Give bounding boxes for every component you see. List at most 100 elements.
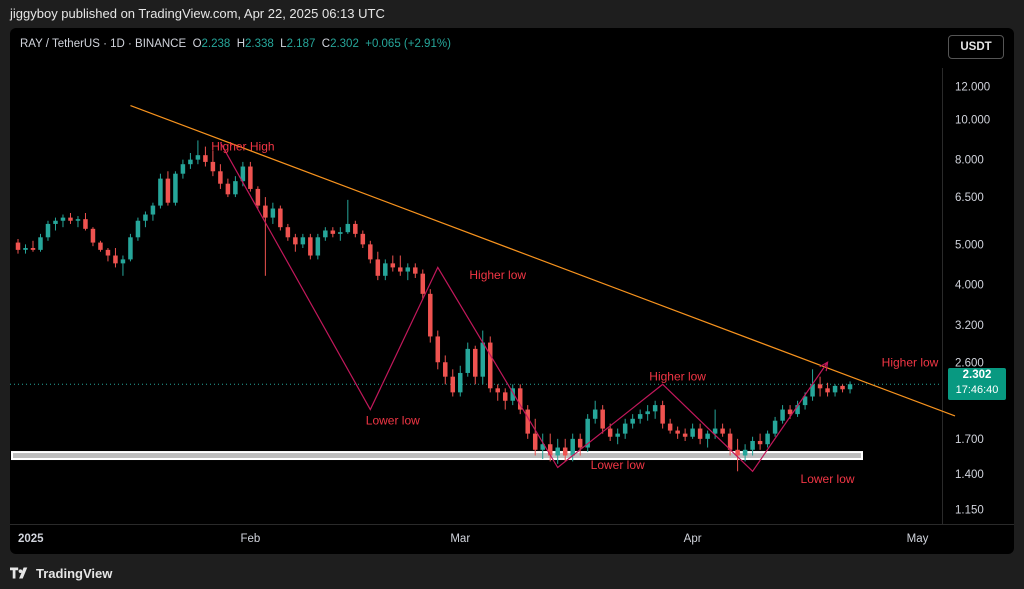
descending-trendline: [130, 104, 956, 417]
candle-body: [375, 259, 381, 276]
candle-body: [218, 171, 223, 184]
zigzag-pattern: [219, 142, 829, 473]
candle-body: [278, 208, 283, 228]
candle-body: [787, 409, 793, 415]
candle-body: [90, 228, 96, 243]
candle-body: [765, 433, 770, 445]
current-price-value: 2.302: [962, 369, 992, 381]
candle-body: [293, 237, 298, 245]
candle-body: [435, 336, 441, 363]
candle-body: [150, 205, 156, 215]
tradingview-logo-icon: [10, 567, 28, 579]
x-tick-label: 2025: [18, 533, 44, 545]
y-tick-label: 1.700: [955, 434, 984, 446]
candle-body: [60, 217, 66, 221]
price-chart[interactable]: 12.000 10.000 8.000 6.500 5.000 4.000 3.200 2.6…: [10, 28, 1014, 554]
y-tick-label: 8.000: [955, 155, 984, 167]
candle-body: [502, 392, 508, 401]
candle-body: [750, 440, 755, 450]
candle-body: [285, 227, 291, 238]
candle-body: [225, 183, 231, 195]
candle-body: [705, 433, 710, 439]
symbol-name[interactable]: RAY / TetherUS · 1D · BINANCE: [20, 38, 187, 50]
candle-body: [45, 223, 51, 238]
candle-body: [817, 384, 823, 389]
candle-body: [308, 237, 313, 256]
candle-body: [607, 428, 613, 437]
candles-group: [15, 140, 853, 472]
footer: TradingView: [10, 564, 112, 582]
candle-body: [23, 248, 28, 250]
candle-body: [450, 376, 456, 393]
candle-body: [727, 433, 733, 450]
arrow-head: [819, 361, 829, 372]
candle-body: [15, 242, 21, 250]
close-label: C: [321, 38, 331, 50]
candle-body: [195, 155, 201, 160]
candle-body: [188, 159, 193, 165]
candle-body: [510, 388, 515, 401]
open-label: O: [192, 38, 202, 50]
candle-body: [270, 208, 276, 218]
candle-body: [487, 342, 493, 389]
candle-body: [667, 423, 673, 431]
y-tick-label: 1.400: [955, 469, 984, 481]
candle-body: [585, 418, 590, 448]
close-value: 2.302: [330, 38, 359, 50]
candle-body: [158, 178, 163, 206]
candle-body: [832, 385, 838, 393]
candle-body: [383, 263, 388, 276]
y-tick-label: 4.000: [955, 280, 984, 292]
candle-body: [780, 409, 785, 421]
chart-frame[interactable]: RAY / TetherUS · 1D · BINANCE O2.238 H2.…: [10, 28, 1014, 554]
candle-body: [300, 237, 306, 245]
candle-body: [53, 220, 58, 224]
candle-body: [315, 237, 321, 256]
candle-body: [113, 255, 118, 264]
candle-body: [240, 166, 246, 182]
x-tick-label: Feb: [240, 533, 260, 545]
y-tick-label: 10.000: [955, 114, 990, 126]
candle-body: [630, 418, 635, 424]
candle-body: [592, 409, 598, 419]
candle-body: [180, 164, 186, 174]
candle-body: [562, 447, 568, 456]
candle-body: [570, 438, 575, 456]
candle-body: [547, 444, 553, 456]
candle-body: [353, 223, 358, 234]
candle-body: [652, 405, 658, 412]
candle-body: [30, 248, 36, 250]
candle-body: [233, 181, 238, 195]
candle-body: [120, 259, 126, 264]
candle-body: [203, 155, 208, 162]
candle-body: [675, 430, 680, 434]
candle-body: [495, 388, 500, 393]
candle-body: [390, 263, 396, 268]
candle-body: [682, 433, 688, 437]
candle-body: [600, 409, 605, 429]
high-value: 2.338: [245, 38, 274, 50]
open-value: 2.238: [201, 38, 231, 50]
annotation-label: Lower low: [366, 414, 420, 428]
y-tick-label: 3.200: [955, 320, 984, 332]
candle-body: [735, 449, 740, 456]
annotation-label: Higher low: [882, 355, 939, 369]
y-tick-label: 2.600: [955, 357, 984, 369]
candle-body: [428, 293, 433, 337]
low-value: 2.187: [286, 38, 316, 50]
y-tick-label: 12.000: [955, 82, 990, 94]
candle-body: [420, 273, 426, 294]
time-axis: 2025 Feb Mar Apr May: [18, 533, 929, 545]
bar-countdown: 17:46:40: [955, 384, 999, 396]
currency-button[interactable]: USDT: [948, 35, 1004, 59]
candle-body: [615, 433, 620, 437]
brand-name[interactable]: TradingView: [36, 565, 113, 581]
candle-body: [810, 384, 815, 397]
candle-body: [98, 242, 103, 250]
candle-body: [165, 178, 171, 203]
candle-body: [443, 362, 448, 377]
candle-body: [263, 205, 268, 218]
candle-body: [458, 372, 463, 393]
candle-body: [413, 267, 418, 274]
annotation-label: Lower low: [591, 458, 645, 472]
